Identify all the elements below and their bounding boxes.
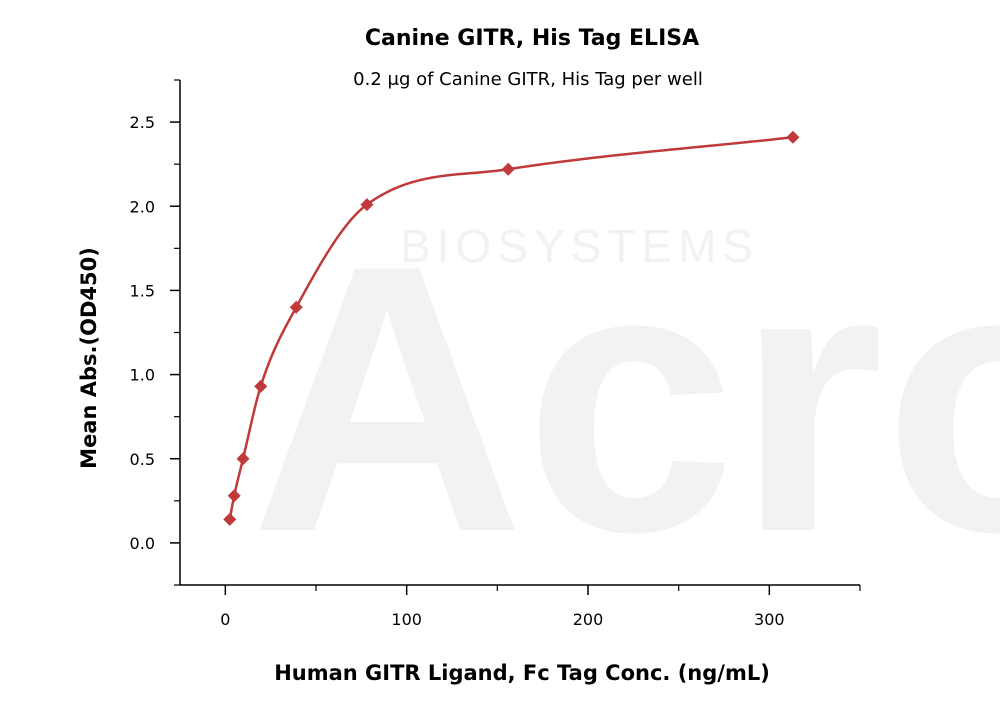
y-axis-ticks: 0.0 0.5 1.0 1.5 2.0 2.5 xyxy=(130,79,180,586)
x-tick-label: 300 xyxy=(754,610,785,629)
x-axis-label: Human GITR Ligand, Fc Tag Conc. (ng/mL) xyxy=(274,661,770,685)
y-tick-label: 0.0 xyxy=(130,534,155,553)
data-point xyxy=(360,198,374,212)
data-point xyxy=(786,130,800,144)
chart-title: Canine GITR, His Tag ELISA xyxy=(365,26,699,51)
x-tick-label: 0 xyxy=(220,610,230,629)
data-point xyxy=(227,489,241,503)
fit-curve xyxy=(228,135,794,520)
watermark-sub: BIOSYSTEMS xyxy=(400,220,759,272)
y-tick-label: 1.5 xyxy=(130,281,155,300)
y-tick-label: 2.5 xyxy=(130,113,155,132)
x-axis-ticks: 0 100 200 300 xyxy=(220,585,861,629)
watermark-main: Acro xyxy=(250,186,1000,611)
data-points xyxy=(223,130,800,526)
y-axis-label: Mean Abs.(OD450) xyxy=(77,247,101,469)
data-point xyxy=(254,379,268,393)
data-point xyxy=(501,162,515,176)
y-tick-label: 1.0 xyxy=(130,366,155,385)
watermark: Acro BIOSYSTEMS xyxy=(250,186,1000,611)
x-tick-label: 200 xyxy=(573,610,604,629)
x-tick-label: 100 xyxy=(391,610,422,629)
data-point xyxy=(236,452,250,466)
data-point xyxy=(289,300,303,314)
y-tick-label: 2.0 xyxy=(130,197,155,216)
data-point xyxy=(223,512,237,526)
chart-subtitle: 0.2 μg of Canine GITR, His Tag per well xyxy=(353,69,703,90)
fit-curve-layer xyxy=(228,135,794,520)
y-tick-label: 0.5 xyxy=(130,450,155,469)
